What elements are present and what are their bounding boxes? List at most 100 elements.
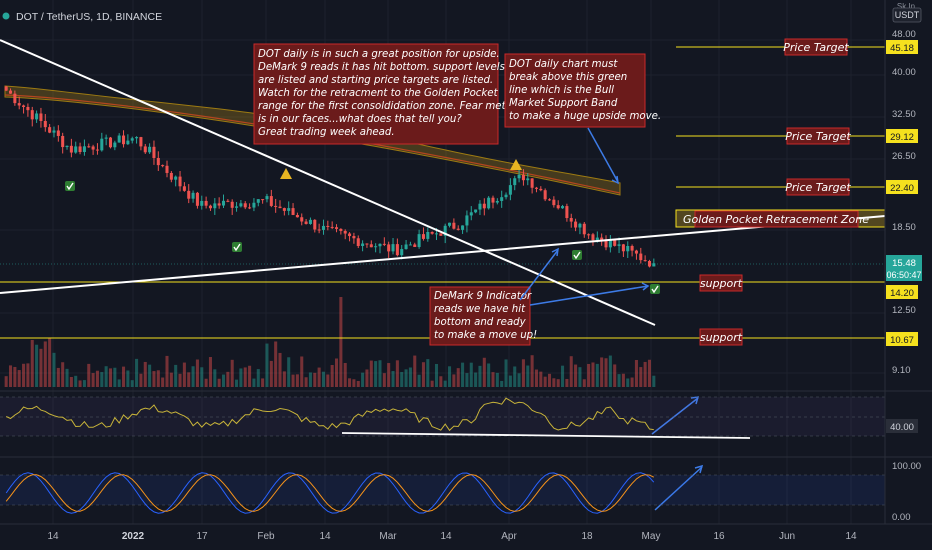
candle-body	[430, 231, 434, 234]
volume-bar	[526, 365, 530, 387]
time-tick: 14	[440, 531, 452, 542]
candle-body	[217, 203, 221, 206]
main-note: DOT daily is in such a great position fo…	[253, 43, 517, 145]
candle-body	[426, 231, 430, 239]
price-scale[interactable]: Sk In USDT 48.00 40.00 32.50 26.50 18.50…	[884, 0, 922, 524]
time-tick: 14	[47, 531, 59, 542]
checkmark-icon	[651, 285, 659, 294]
arrow-to-demark-left	[519, 249, 559, 301]
main-note-line: DeMark 9 reads it has hit bottom. suppor…	[258, 62, 506, 73]
checkmark-icon	[573, 251, 581, 260]
candle-body	[513, 178, 517, 186]
time-tick: Mar	[379, 531, 397, 542]
volume-bar	[239, 368, 243, 387]
golden-pocket-label: Golden Pocket Retracement Zone	[683, 213, 869, 226]
main-note-line: range for the first consoldidation zone.…	[258, 101, 517, 112]
volume-bar	[617, 374, 621, 387]
volume-bar	[252, 378, 256, 387]
volume-bar	[165, 355, 169, 387]
time-tick: May	[642, 531, 661, 542]
volume-bar	[361, 372, 365, 387]
demark-note-line: DeMark 9 Indicator	[434, 291, 532, 302]
candle-body	[456, 228, 460, 230]
candle-body	[178, 176, 182, 187]
candle-body	[487, 197, 491, 209]
candle-body	[526, 178, 530, 181]
rsi-tick: 40.00	[890, 422, 914, 433]
volume-bar	[621, 373, 625, 387]
volume-bar	[456, 368, 460, 387]
price-tick: 48.00	[892, 29, 916, 40]
candle-body	[82, 146, 86, 153]
descending-trendline	[0, 39, 656, 326]
volume-bar	[487, 363, 491, 387]
candle-body	[69, 145, 73, 153]
candle-body	[221, 200, 226, 206]
volume-bar	[43, 341, 47, 387]
volume-bar	[356, 380, 360, 387]
stoch-pane	[0, 456, 932, 514]
candle-body	[565, 206, 569, 219]
candle-body	[230, 201, 234, 208]
candle-body	[500, 197, 504, 201]
volume-bar	[35, 344, 39, 387]
volume-bar	[256, 369, 260, 387]
candle-body	[504, 194, 508, 198]
volume-bar	[4, 376, 8, 387]
candle-body	[208, 205, 212, 209]
volume-bar	[465, 373, 469, 387]
volume-bar	[530, 355, 534, 387]
candle-body	[113, 142, 117, 148]
volume-bar	[513, 366, 517, 387]
volume-bar	[39, 348, 43, 387]
candle-body	[339, 228, 343, 231]
volume-bar	[595, 363, 599, 387]
candle-body	[378, 243, 382, 247]
volume-bar	[430, 380, 434, 387]
volume-bar	[265, 343, 269, 387]
demark-note-line: reads we have hit	[434, 304, 526, 315]
arrow-to-band	[587, 127, 619, 183]
candle-body	[195, 192, 199, 206]
candle-body	[43, 120, 47, 128]
candle-body	[143, 146, 147, 153]
volume-bar	[547, 373, 552, 387]
time-scale[interactable]: 14 2022 17 Feb 14 Mar 14 Apr 18 May 16 J…	[0, 523, 932, 542]
volume-bar	[61, 362, 65, 387]
candle-body	[478, 203, 482, 210]
candle-body	[578, 223, 582, 228]
time-tick: Apr	[501, 531, 517, 542]
volume-bar	[561, 365, 565, 387]
candle-body	[521, 174, 525, 181]
time-tick: Feb	[257, 531, 275, 542]
candle-body	[135, 137, 139, 139]
volume-bar	[217, 378, 221, 387]
band-note-line: line which is the Bull	[509, 85, 614, 96]
candle-body	[448, 222, 452, 226]
candle-body	[621, 244, 625, 252]
candle-body	[400, 249, 404, 256]
price-tick: 26.50	[892, 151, 916, 162]
candle-body	[126, 140, 130, 145]
stoch-tick: 0.00	[892, 512, 911, 523]
demark-buy-marker	[232, 242, 242, 252]
candle-body	[139, 137, 143, 147]
volume-bar	[434, 363, 439, 387]
volume-bar	[17, 370, 21, 387]
checkmark-icon	[66, 182, 74, 191]
candle-body	[348, 233, 352, 237]
volume-bar	[313, 372, 317, 387]
volume-bar	[443, 380, 447, 387]
stoch-d-line	[5, 474, 655, 512]
candle-body	[261, 199, 265, 201]
arrow-to-demark-right	[529, 285, 649, 306]
volume-bar	[591, 362, 595, 387]
volume-bar	[321, 371, 326, 387]
candle-body	[630, 245, 634, 251]
price-tick: 12.50	[892, 305, 916, 316]
volume-bar	[400, 372, 404, 387]
candle-body	[256, 199, 260, 203]
volume-bar	[413, 355, 417, 387]
time-tick: 16	[713, 531, 725, 542]
